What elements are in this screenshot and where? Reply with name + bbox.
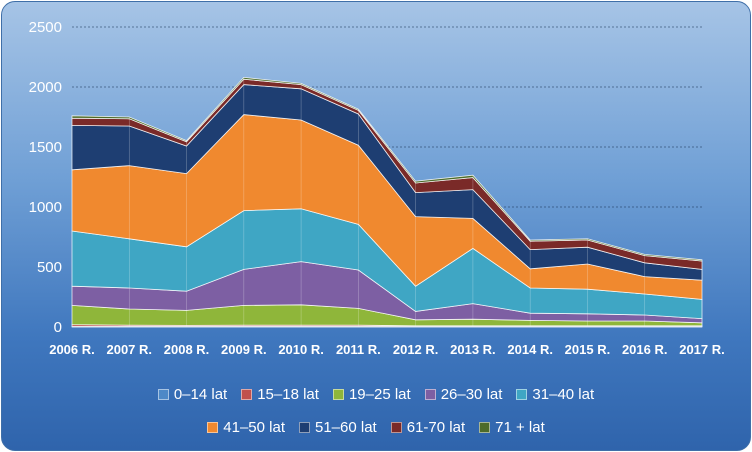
legend-item: 71 + lat (479, 419, 545, 436)
y-tick-label: 500 (37, 259, 62, 276)
legend-row: 41–50 lat 51–60 lat 61-70 lat 71 + lat (2, 411, 750, 444)
stacked-area-chart: 0 500 1000 1500 2000 2500 2006 R. 2007 R. 2008 … (29, 19, 725, 357)
legend-label: 15–18 lat (257, 386, 319, 403)
legend-swatch (241, 389, 253, 400)
legend-swatch (516, 389, 528, 400)
y-tick-label: 0 (54, 319, 62, 336)
legend-swatch (424, 389, 436, 400)
legend-item: 0–14 lat (157, 386, 228, 403)
legend-item: 41–50 lat (207, 419, 285, 436)
x-tick-label: 2010 R. (278, 342, 324, 357)
y-tick-label: 1000 (29, 199, 62, 216)
x-tick-label: 2007 R. (106, 342, 152, 357)
legend-item: 31–40 lat (516, 386, 594, 403)
y-tick-label: 2500 (29, 19, 62, 36)
legend-swatch (157, 389, 169, 400)
legend-item: 15–18 lat (241, 386, 319, 403)
series-area-8 (71, 76, 703, 262)
legend: 0–14 lat 15–18 lat 19–25 lat 26–30 lat 31–40… (2, 378, 750, 444)
y-tick-label: 1500 (29, 139, 62, 156)
x-tick-label: 2009 R. (221, 342, 267, 357)
legend-label: 19–25 lat (348, 386, 411, 403)
legend-label: 26–30 lat (440, 386, 503, 403)
x-tick-label: 2008 R. (164, 342, 210, 357)
x-tick-label: 2015 R. (565, 342, 611, 357)
legend-swatch (207, 422, 219, 433)
legend-label: 41–50 lat (223, 419, 285, 436)
x-tick-label: 2012 R. (393, 342, 439, 357)
x-tick-label: 2006 R. (49, 342, 95, 357)
y-tick-label: 2000 (29, 79, 62, 96)
legend-swatch (479, 422, 491, 433)
x-tick-label: 2017 R. (679, 342, 725, 357)
legend-swatch (299, 422, 310, 433)
x-axis: 2006 R. 2007 R. 2008 R. 2009 R. 2010 R. 2011 … (49, 326, 725, 357)
legend-label: 51–60 lat (315, 419, 377, 436)
legend-item: 61-70 lat (390, 419, 466, 436)
legend-label: 31–40 lat (532, 386, 595, 403)
legend-swatch (332, 389, 344, 400)
legend-label: 0–14 lat (173, 386, 228, 403)
x-tick-label: 2011 R. (336, 342, 381, 357)
legend-item: 19–25 lat (332, 386, 411, 403)
legend-row: 0–14 lat 15–18 lat 19–25 lat 26–30 lat 31–40… (2, 378, 750, 411)
legend-label: 71 + lat (495, 419, 545, 436)
x-tick-label: 2016 R. (622, 342, 668, 357)
legend-swatch (390, 422, 402, 433)
legend-item: 51–60 lat (299, 419, 377, 436)
legend-item: 26–30 lat (424, 386, 503, 403)
legend-label: 61-70 lat (406, 419, 466, 436)
series-areas (71, 76, 703, 328)
y-axis: 0 500 1000 1500 2000 2500 (29, 19, 62, 336)
x-tick-label: 2014 R. (507, 342, 553, 357)
x-tick-label: 2013 R. (450, 342, 496, 357)
